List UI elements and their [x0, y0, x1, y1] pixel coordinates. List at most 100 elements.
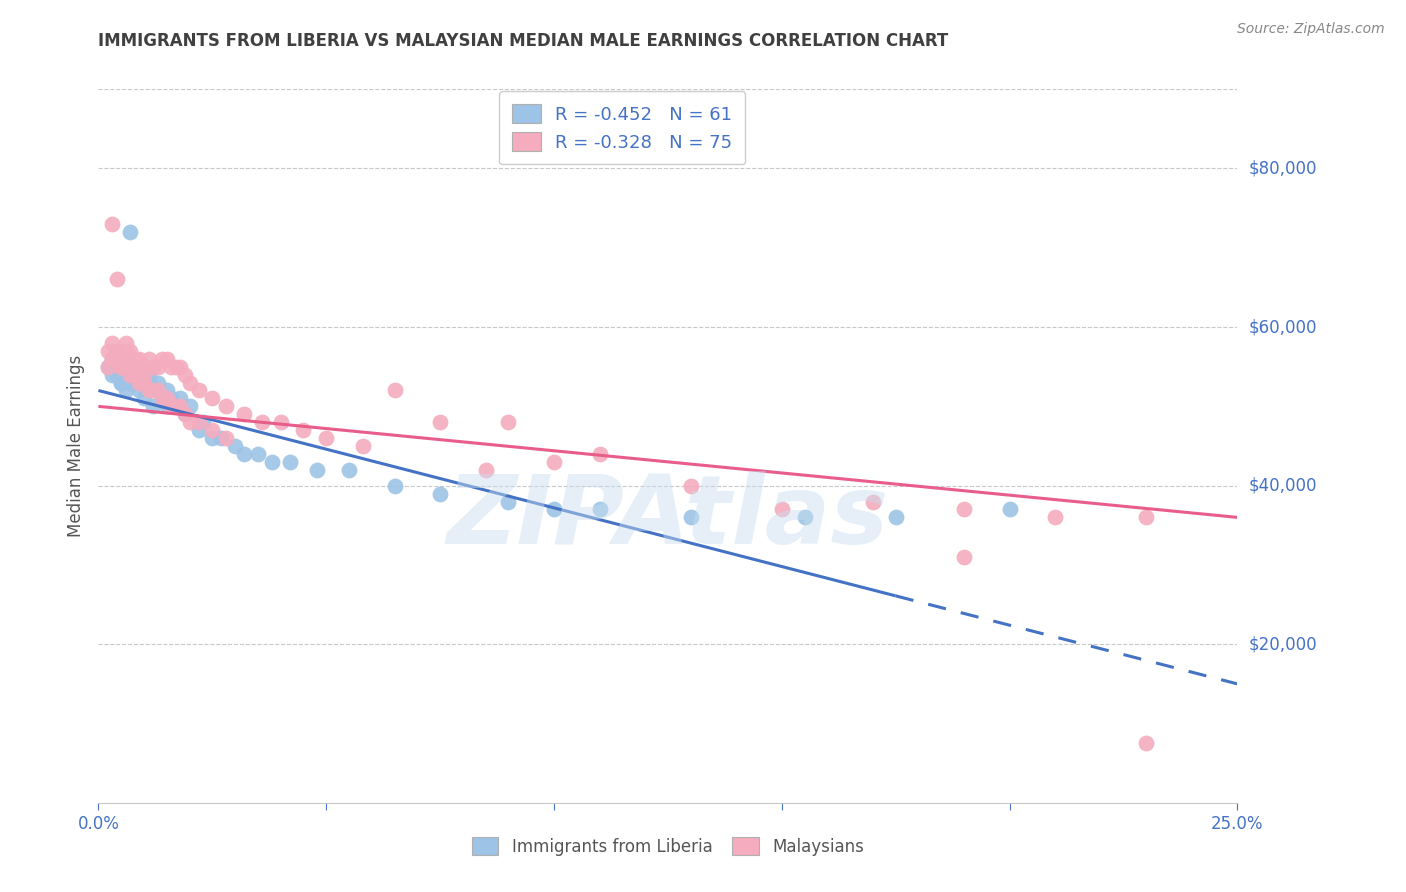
Point: [142, 400, 165, 414]
Point: [120, 225, 142, 239]
Point: [146, 384, 169, 398]
Point: [110, 351, 132, 366]
Point: [120, 368, 142, 382]
Point: [156, 384, 179, 398]
Point: [770, 502, 793, 516]
Point: [124, 359, 146, 374]
Point: [165, 400, 187, 414]
Point: [384, 478, 406, 492]
Point: [124, 351, 146, 366]
Point: [101, 217, 124, 231]
Point: [260, 455, 283, 469]
Point: [110, 359, 132, 374]
Point: [114, 343, 136, 358]
Point: [1043, 510, 1066, 524]
Point: [114, 359, 136, 374]
Point: [124, 376, 146, 390]
Point: [862, 494, 884, 508]
Point: [179, 376, 201, 390]
Point: [543, 502, 565, 516]
Point: [160, 400, 183, 414]
Point: [292, 423, 315, 437]
Point: [110, 368, 132, 382]
Point: [124, 359, 146, 374]
Text: $20,000: $20,000: [1249, 635, 1317, 653]
Point: [793, 510, 815, 524]
Point: [105, 272, 128, 286]
Point: [101, 351, 124, 366]
Point: [156, 400, 179, 414]
Point: [174, 407, 197, 421]
Point: [114, 359, 136, 374]
Point: [998, 502, 1021, 516]
Point: [120, 368, 142, 382]
Point: [132, 368, 155, 382]
Point: [187, 423, 209, 437]
Point: [120, 359, 142, 374]
Point: [246, 447, 269, 461]
Point: [201, 392, 224, 406]
Point: [105, 343, 128, 358]
Point: [142, 359, 165, 374]
Point: [110, 376, 132, 390]
Point: [120, 359, 142, 374]
Point: [138, 351, 160, 366]
Point: [124, 368, 146, 382]
Point: [165, 400, 187, 414]
Point: [165, 359, 187, 374]
Point: [105, 343, 128, 358]
Point: [146, 384, 169, 398]
Point: [110, 376, 132, 390]
Point: [101, 351, 124, 366]
Point: [187, 415, 209, 429]
Point: [884, 510, 907, 524]
Point: [179, 400, 201, 414]
Text: $80,000: $80,000: [1249, 160, 1317, 178]
Point: [233, 447, 256, 461]
Point: [543, 455, 565, 469]
Point: [114, 384, 136, 398]
Point: [1135, 736, 1157, 750]
Point: [174, 368, 197, 382]
Point: [270, 415, 292, 429]
Point: [429, 486, 451, 500]
Point: [307, 463, 329, 477]
Legend: Immigrants from Liberia, Malaysians: Immigrants from Liberia, Malaysians: [461, 827, 875, 866]
Point: [169, 392, 191, 406]
Point: [233, 407, 256, 421]
Point: [150, 392, 173, 406]
Text: Source: ZipAtlas.com: Source: ZipAtlas.com: [1237, 22, 1385, 37]
Text: IMMIGRANTS FROM LIBERIA VS MALAYSIAN MEDIAN MALE EARNINGS CORRELATION CHART: IMMIGRANTS FROM LIBERIA VS MALAYSIAN MED…: [98, 32, 949, 50]
Point: [679, 478, 702, 492]
Point: [679, 510, 702, 524]
Point: [128, 368, 150, 382]
Point: [252, 415, 274, 429]
Point: [215, 431, 238, 445]
Point: [105, 368, 128, 382]
Point: [384, 384, 406, 398]
Point: [278, 455, 301, 469]
Point: [588, 502, 610, 516]
Point: [1135, 510, 1157, 524]
Point: [150, 392, 173, 406]
Point: [132, 376, 155, 390]
Point: [101, 335, 124, 350]
Point: [128, 384, 150, 398]
Point: [132, 376, 155, 390]
Point: [120, 351, 142, 366]
Point: [120, 343, 142, 358]
Text: $40,000: $40,000: [1249, 476, 1317, 495]
Point: [156, 392, 179, 406]
Point: [105, 351, 128, 366]
Point: [169, 400, 191, 414]
Point: [96, 343, 118, 358]
Point: [110, 343, 132, 358]
Text: ZIPAtlas: ZIPAtlas: [447, 471, 889, 564]
Text: $60,000: $60,000: [1249, 318, 1317, 336]
Point: [146, 376, 169, 390]
Point: [142, 359, 165, 374]
Point: [124, 368, 146, 382]
Point: [352, 439, 374, 453]
Point: [132, 392, 155, 406]
Point: [96, 359, 118, 374]
